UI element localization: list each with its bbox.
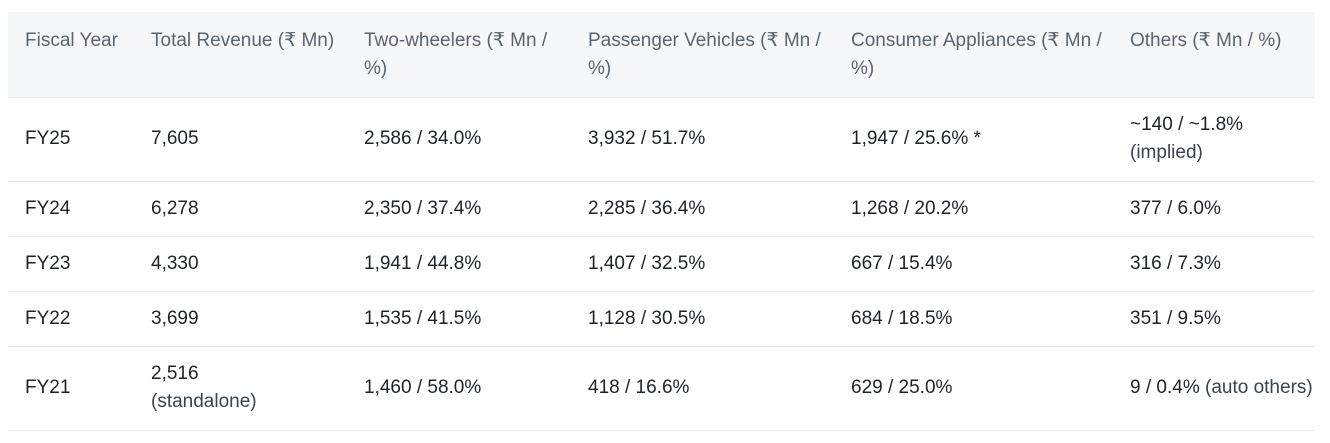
table-row: FY21 2,516 (standalone) 1,460 / 58.0% 41… bbox=[8, 346, 1315, 431]
header-others: Others (₹ Mn / %) bbox=[1113, 12, 1315, 98]
cell-two-wheelers: 2,350 / 37.4% bbox=[347, 181, 571, 237]
cell-year: FY22 bbox=[8, 291, 134, 347]
table-header-row: Fiscal Year Total Revenue (₹ Mn) Two-whe… bbox=[8, 12, 1315, 98]
cell-year: FY25 bbox=[8, 97, 134, 182]
cell-year: FY24 bbox=[8, 181, 134, 237]
cell-total: 3,699 bbox=[134, 291, 347, 347]
cell-consumer-appliances: 629 / 25.0% bbox=[834, 346, 1113, 431]
cell-total: 6,278 bbox=[134, 181, 347, 237]
cell-year: FY23 bbox=[8, 236, 134, 292]
header-two-wheelers: Two-wheelers (₹ Mn / %) bbox=[347, 12, 571, 98]
cell-passenger-vehicles: 3,932 / 51.7% bbox=[571, 97, 834, 182]
cell-total: 2,516 (standalone) bbox=[134, 346, 347, 431]
revenue-table-container: Fiscal Year Total Revenue (₹ Mn) Two-whe… bbox=[8, 12, 1315, 431]
cell-others-value: 9 / 0.4% bbox=[1130, 377, 1200, 398]
cell-others: 9 / 0.4% (auto others) bbox=[1113, 346, 1315, 431]
cell-others-note: (implied) bbox=[1130, 142, 1203, 163]
cell-two-wheelers: 2,586 / 34.0% bbox=[347, 97, 571, 182]
table-row: FY25 7,605 2,586 / 34.0% 3,932 / 51.7% 1… bbox=[8, 97, 1315, 182]
cell-others: 351 / 9.5% bbox=[1113, 291, 1315, 347]
cell-total-note: (standalone) bbox=[151, 391, 257, 412]
header-consumer-appliances: Consumer Appliances (₹ Mn / %) bbox=[834, 12, 1113, 98]
header-fiscal-year: Fiscal Year bbox=[8, 12, 134, 98]
cell-passenger-vehicles: 2,285 / 36.4% bbox=[571, 181, 834, 237]
cell-total: 4,330 bbox=[134, 236, 347, 292]
cell-consumer-appliances: 1,268 / 20.2% bbox=[834, 181, 1113, 237]
table-row: FY22 3,699 1,535 / 41.5% 1,128 / 30.5% 6… bbox=[8, 291, 1315, 347]
cell-passenger-vehicles: 1,128 / 30.5% bbox=[571, 291, 834, 347]
cell-total: 7,605 bbox=[134, 97, 347, 182]
table-row: FY23 4,330 1,941 / 44.8% 1,407 / 32.5% 6… bbox=[8, 236, 1315, 292]
cell-consumer-appliances: 684 / 18.5% bbox=[834, 291, 1113, 347]
cell-consumer-appliances: 1,947 / 25.6% * bbox=[834, 97, 1113, 182]
header-total-revenue: Total Revenue (₹ Mn) bbox=[134, 12, 347, 98]
cell-passenger-vehicles: 418 / 16.6% bbox=[571, 346, 834, 431]
revenue-segment-table: Fiscal Year Total Revenue (₹ Mn) Two-whe… bbox=[8, 12, 1315, 431]
cell-two-wheelers: 1,535 / 41.5% bbox=[347, 291, 571, 347]
cell-others-note: (auto others) bbox=[1199, 377, 1313, 398]
cell-year: FY21 bbox=[8, 346, 134, 431]
cell-two-wheelers: 1,941 / 44.8% bbox=[347, 236, 571, 292]
cell-others: 377 / 6.0% bbox=[1113, 181, 1315, 237]
header-passenger-vehicles: Passenger Vehicles (₹ Mn / %) bbox=[571, 12, 834, 98]
cell-others: ~140 / ~1.8% (implied) bbox=[1113, 97, 1315, 182]
cell-others-value: ~140 / ~1.8% bbox=[1130, 114, 1244, 135]
cell-consumer-appliances: 667 / 15.4% bbox=[834, 236, 1113, 292]
cell-two-wheelers: 1,460 / 58.0% bbox=[347, 346, 571, 431]
cell-total-value: 2,516 bbox=[151, 363, 199, 384]
table-row: FY24 6,278 2,350 / 37.4% 2,285 / 36.4% 1… bbox=[8, 181, 1315, 237]
cell-others: 316 / 7.3% bbox=[1113, 236, 1315, 292]
cell-passenger-vehicles: 1,407 / 32.5% bbox=[571, 236, 834, 292]
